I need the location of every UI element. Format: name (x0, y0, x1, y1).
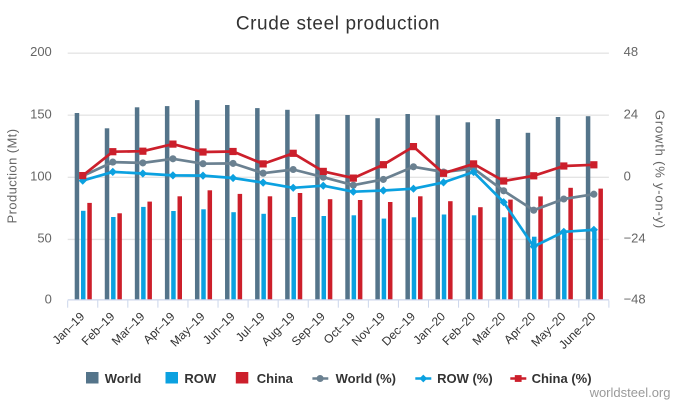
svg-text:24: 24 (624, 106, 638, 121)
svg-text:Growth (% y-on-y): Growth (% y-on-y) (653, 110, 668, 229)
svg-text:150: 150 (30, 106, 52, 121)
svg-text:−48: −48 (624, 292, 646, 307)
svg-text:−24: −24 (624, 231, 646, 246)
svg-text:China: China (257, 371, 294, 386)
svg-text:0: 0 (45, 292, 52, 307)
svg-text:100: 100 (30, 169, 52, 184)
svg-text:Production (Mt): Production (Mt) (4, 129, 19, 224)
svg-text:50: 50 (37, 231, 51, 246)
svg-text:ROW: ROW (184, 371, 217, 386)
svg-text:World: World (105, 371, 142, 386)
svg-text:World (%): World (%) (336, 371, 396, 386)
svg-text:worldsteel.org: worldsteel.org (589, 385, 671, 400)
svg-text:0: 0 (624, 169, 631, 184)
svg-text:Crude steel production: Crude steel production (236, 13, 440, 34)
svg-text:ROW (%): ROW (%) (437, 371, 493, 386)
svg-text:48: 48 (624, 44, 638, 59)
svg-text:China (%): China (%) (532, 371, 592, 386)
svg-text:200: 200 (30, 44, 52, 59)
